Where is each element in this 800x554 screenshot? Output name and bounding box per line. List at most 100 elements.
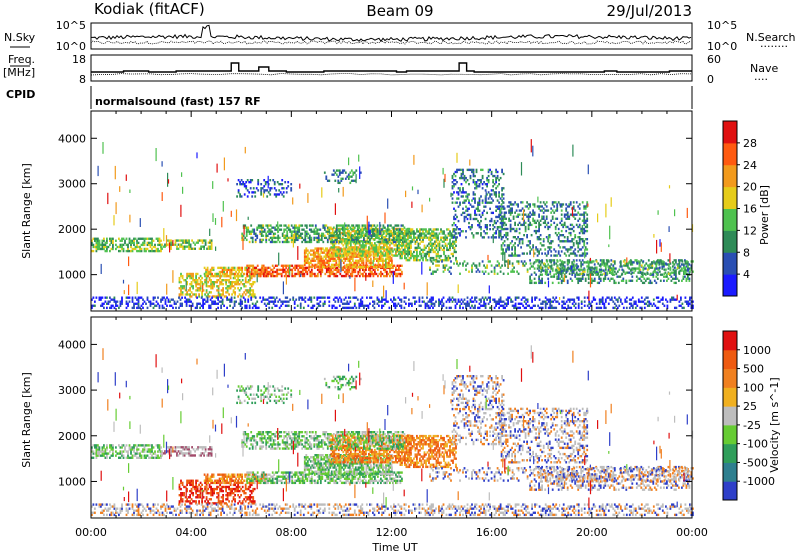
power-echo	[530, 273, 533, 276]
power-echo	[195, 279, 197, 282]
power-echo	[101, 302, 104, 305]
power-echo	[554, 254, 557, 257]
power-echo	[501, 168, 503, 172]
power-echo	[349, 272, 352, 276]
power-echo	[675, 275, 677, 278]
power-echo	[437, 234, 439, 237]
power-echo	[167, 298, 170, 301]
power-echo	[379, 255, 381, 258]
power-echo	[235, 270, 237, 274]
power-echo	[92, 243, 95, 247]
power-echo	[278, 236, 281, 240]
power-echo	[292, 296, 295, 299]
power-echo	[223, 272, 226, 276]
power-echo	[456, 201, 458, 204]
power-echo	[535, 273, 537, 276]
power-echo	[280, 228, 283, 231]
power-echo	[125, 302, 128, 305]
power-echo	[514, 306, 517, 310]
power-echo	[675, 271, 677, 274]
power-echo	[419, 230, 421, 233]
power-echo	[104, 296, 107, 299]
power-echo	[230, 266, 233, 270]
power-echo	[566, 215, 569, 218]
power-echo	[580, 248, 583, 251]
power-echo	[139, 237, 141, 240]
power-echo	[456, 302, 458, 305]
power-echo	[530, 281, 533, 285]
power-echo	[198, 293, 200, 296]
power-echo	[331, 242, 334, 245]
power-echo	[181, 304, 183, 307]
power-echo	[419, 228, 421, 231]
power-echo	[432, 256, 435, 260]
power-echo	[659, 279, 662, 282]
power-echo	[320, 263, 323, 267]
power-echo	[351, 270, 354, 274]
power-echo	[369, 302, 371, 305]
power-echo	[154, 249, 156, 253]
power-echo	[459, 228, 461, 231]
power-echo	[565, 213, 568, 216]
power-echo	[575, 273, 578, 276]
power-echo	[275, 193, 278, 196]
power-echo	[492, 199, 494, 202]
power-echo	[405, 244, 408, 247]
power-echo	[401, 254, 403, 258]
power-echo	[414, 256, 417, 260]
power-echo	[330, 268, 333, 272]
power-echo	[286, 268, 289, 272]
power-echo	[113, 298, 116, 301]
power-echo	[321, 257, 324, 260]
power-echo	[326, 265, 329, 269]
power-echo	[184, 279, 187, 282]
power-echo	[320, 257, 323, 260]
power-echo	[189, 276, 191, 280]
power-echo	[329, 257, 332, 260]
power-echo	[296, 228, 299, 231]
power-echo	[472, 179, 475, 182]
power-echo	[426, 302, 428, 305]
power-echo	[199, 302, 201, 305]
power-echo	[655, 275, 658, 278]
power-echo	[315, 257, 318, 260]
power-echo	[611, 273, 614, 276]
power-echo	[569, 246, 572, 249]
power-echo	[553, 254, 556, 257]
power-echo	[352, 246, 355, 249]
power-echo	[420, 254, 423, 258]
power-echo	[293, 236, 296, 240]
power-echo	[316, 272, 319, 276]
power-echo	[410, 244, 412, 247]
power-echo	[653, 261, 656, 264]
power-echo	[500, 248, 503, 251]
power-echo	[307, 304, 310, 307]
power-echo	[417, 234, 420, 237]
power-echo	[637, 271, 640, 274]
power-echo	[188, 243, 190, 246]
power-echo	[176, 247, 178, 250]
power-echo	[550, 240, 553, 243]
power-echo	[378, 230, 380, 233]
power-echo	[373, 234, 376, 237]
power-echo	[345, 265, 348, 269]
power-echo	[405, 234, 408, 237]
power-echo	[577, 281, 580, 285]
power-echo	[348, 257, 351, 260]
power-echo	[477, 232, 479, 235]
power-echo	[161, 296, 164, 299]
power-echo	[499, 221, 502, 225]
power-echo	[492, 181, 494, 184]
power-echo	[637, 267, 640, 270]
power-echo	[460, 195, 463, 198]
power-echo	[518, 231, 521, 235]
power-echo	[550, 275, 553, 278]
power-echo	[210, 274, 212, 278]
power-echo	[362, 252, 364, 255]
power-echo	[413, 234, 415, 237]
power-echo	[515, 229, 518, 233]
power-echo	[337, 246, 340, 249]
power-echo	[311, 259, 314, 262]
power-echo	[443, 259, 445, 262]
power-echo	[454, 174, 457, 178]
